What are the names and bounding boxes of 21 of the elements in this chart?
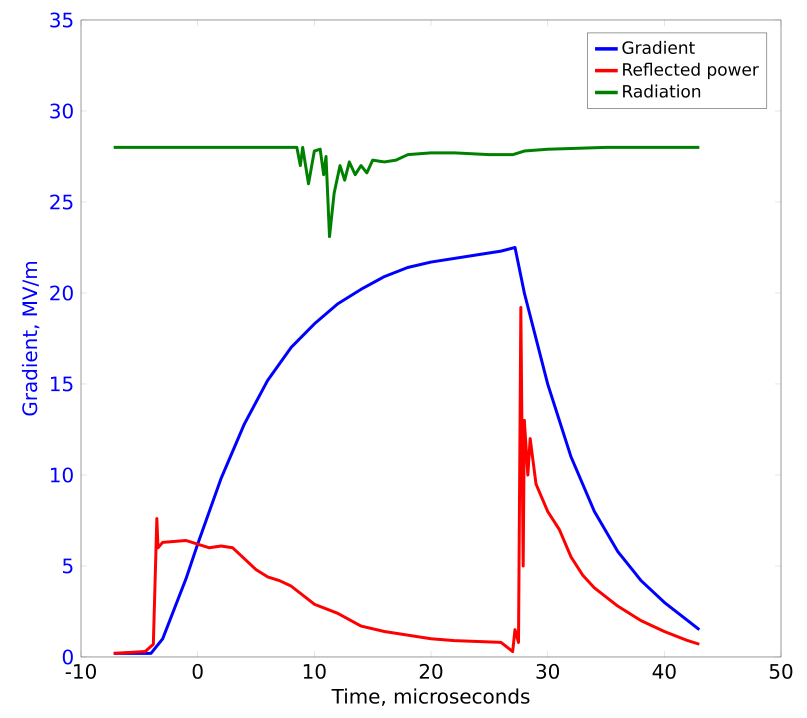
- x-tick-label: 30: [536, 664, 560, 679]
- y-axis-title: Gradient, MV/m: [22, 262, 40, 416]
- y-tick-label: 0: [62, 649, 73, 665]
- y-tick-label: 10: [51, 467, 73, 483]
- legend-label: Reflected power: [623, 62, 759, 80]
- line-series: [112, 146, 701, 238]
- y-tick-label: 30: [50, 103, 73, 119]
- x-axis-title: Time, microseconds: [332, 688, 530, 706]
- legend-label: Radiation: [623, 84, 700, 98]
- x-tick-label: 20: [420, 664, 442, 679]
- y-tick-label: 15: [51, 376, 72, 392]
- x-tick-label: 40: [652, 664, 676, 679]
- x-tick-label: 50: [770, 664, 792, 679]
- y-tick-label: 5: [63, 558, 72, 574]
- y-tick-label: 20: [50, 285, 73, 301]
- x-tick-label: 0: [192, 664, 203, 679]
- legend-label: Gradient: [622, 40, 695, 54]
- x-tick-label: 10: [304, 664, 326, 679]
- y-tick-label: 25: [50, 194, 72, 210]
- x-tick-label: -10: [66, 664, 96, 679]
- y-tick-label: 35: [50, 12, 72, 28]
